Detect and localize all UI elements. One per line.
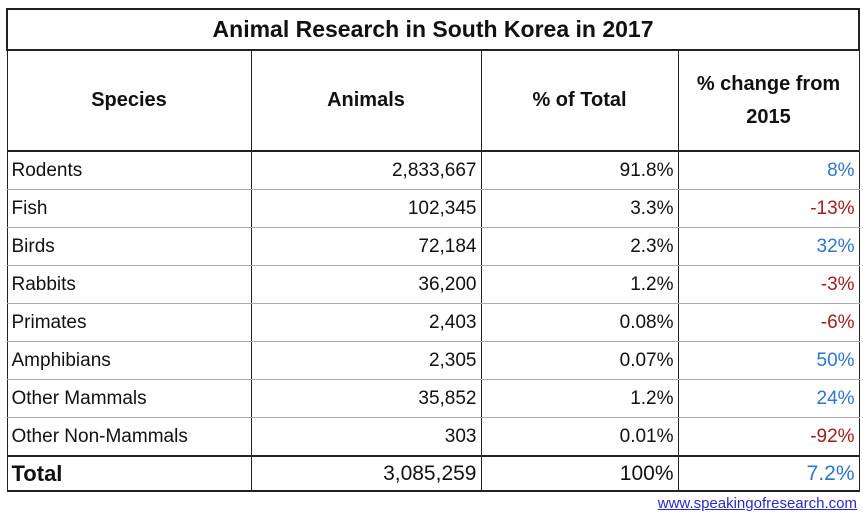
change-cell: -13% [677, 189, 860, 228]
animals-cell: 2,833,667 [250, 150, 482, 190]
change-cell: 8% [677, 150, 860, 190]
species-cell: Primates [6, 303, 252, 342]
total-animals: 3,085,259 [250, 455, 482, 492]
footer-link[interactable]: www.speakingofresearch.com [657, 495, 857, 512]
change-cell: -6% [677, 303, 860, 342]
table-row: Other Non-Mammals 303 0.01% -92% [6, 417, 860, 457]
animals-cell: 102,345 [250, 189, 482, 228]
species-cell: Other Non-Mammals [6, 417, 252, 457]
table-row: Rodents 2,833,667 91.8% 8% [6, 150, 860, 190]
table-row: Fish 102,345 3.3% -13% [6, 189, 860, 228]
total-label: Total [6, 455, 252, 492]
pct-total-cell: 1.2% [480, 265, 679, 304]
header-species: Species [6, 49, 252, 152]
animals-cell: 72,184 [250, 227, 482, 266]
animals-cell: 2,305 [250, 341, 482, 380]
table-row: Rabbits 36,200 1.2% -3% [6, 265, 860, 304]
pct-total-cell: 0.08% [480, 303, 679, 342]
animals-cell: 36,200 [250, 265, 482, 304]
table-row: Primates 2,403 0.08% -6% [6, 303, 860, 342]
pct-total-cell: 3.3% [480, 189, 679, 228]
pct-total-cell: 91.8% [480, 150, 679, 190]
change-cell: -92% [677, 417, 860, 457]
change-cell: 32% [677, 227, 860, 266]
pct-total-cell: 0.07% [480, 341, 679, 380]
table-row: Other Mammals 35,852 1.2% 24% [6, 379, 860, 418]
change-cell: -3% [677, 265, 860, 304]
species-cell: Other Mammals [6, 379, 252, 418]
animals-cell: 2,403 [250, 303, 482, 342]
header-pct-change: % change from 2015 [677, 49, 860, 152]
total-pct-total: 100% [480, 455, 679, 492]
pct-total-cell: 0.01% [480, 417, 679, 457]
species-cell: Fish [6, 189, 252, 228]
pct-total-cell: 2.3% [480, 227, 679, 266]
header-pct-total: % of Total [480, 49, 679, 152]
total-change: 7.2% [677, 455, 860, 492]
change-cell: 24% [677, 379, 860, 418]
species-cell: Rabbits [6, 265, 252, 304]
table-title: Animal Research in South Korea in 2017 [5, 8, 861, 51]
animals-cell: 35,852 [250, 379, 482, 418]
table-row: Amphibians 2,305 0.07% 50% [6, 341, 860, 380]
animals-cell: 303 [250, 417, 482, 457]
species-cell: Birds [6, 227, 252, 266]
header-animals: Animals [250, 49, 482, 152]
pct-total-cell: 1.2% [480, 379, 679, 418]
animal-research-table: Animal Research in South Korea in 2017 S… [5, 8, 861, 492]
total-row: Total 3,085,259 100% 7.2% [6, 455, 860, 492]
change-cell: 50% [677, 341, 860, 380]
table-row: Birds 72,184 2.3% 32% [6, 227, 860, 266]
species-cell: Amphibians [6, 341, 252, 380]
species-cell: Rodents [6, 150, 252, 190]
